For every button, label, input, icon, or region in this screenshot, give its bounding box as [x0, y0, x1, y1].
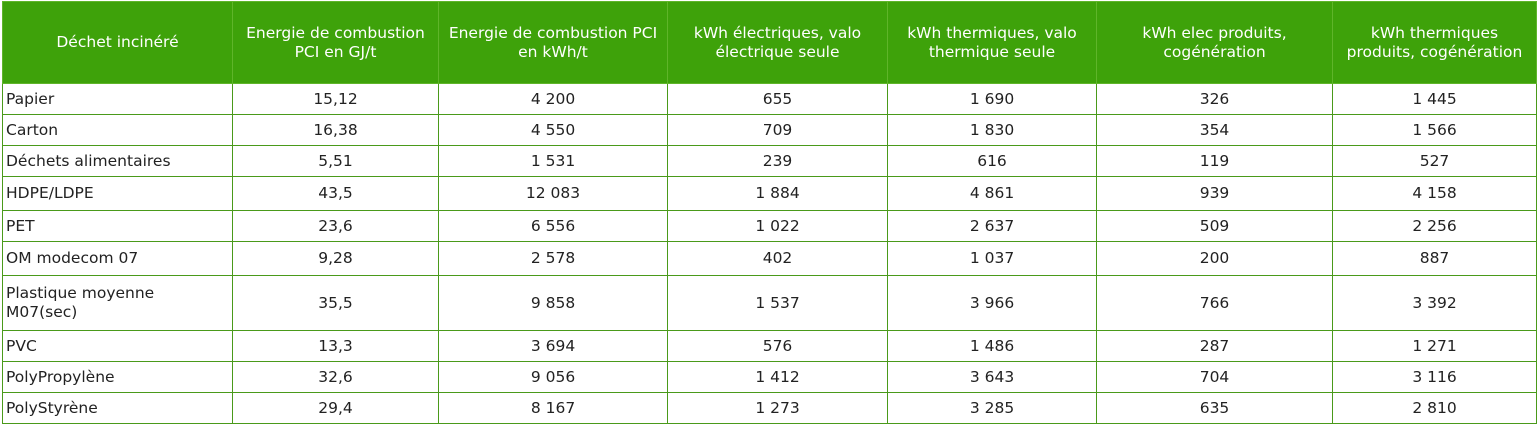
- row-label: Plastique moyenne M07(sec): [2, 275, 233, 331]
- table-cell: 6 556: [438, 210, 668, 242]
- column-header-pci-kwh: Energie de combustion PCI en kWh/t: [438, 1, 668, 84]
- incineration-energy-table: Déchet incinéré Energie de combustion PC…: [2, 1, 1537, 424]
- table-cell: 635: [1096, 392, 1333, 424]
- table-row: Carton 16,38 4 550 709 1 830 354 1 566: [2, 114, 1537, 146]
- column-header-cogen-thermal: kWh thermiques produits, cogénération: [1332, 1, 1537, 84]
- table-cell: 1 690: [887, 83, 1097, 115]
- table-cell: 3 392: [1332, 275, 1537, 331]
- table-cell: 8 167: [438, 392, 668, 424]
- table-cell: 4 550: [438, 114, 668, 146]
- table-cell: 1 273: [667, 392, 888, 424]
- row-label: Papier: [2, 83, 233, 115]
- table-cell: 12 083: [438, 176, 668, 211]
- table-row: PolyPropylène 32,6 9 056 1 412 3 643 704…: [2, 361, 1537, 393]
- table-cell: 1 537: [667, 275, 888, 331]
- table-cell: 1 037: [887, 241, 1097, 276]
- table-cell: 9 056: [438, 361, 668, 393]
- table-cell: 402: [667, 241, 888, 276]
- table-cell: 766: [1096, 275, 1333, 331]
- table-cell: 16,38: [232, 114, 439, 146]
- table-cell: 3 966: [887, 275, 1097, 331]
- table-row: Papier 15,12 4 200 655 1 690 326 1 445: [2, 83, 1537, 115]
- row-label: Déchets alimentaires: [2, 145, 233, 177]
- row-label: Carton: [2, 114, 233, 146]
- table-cell: 239: [667, 145, 888, 177]
- table-cell: 1 486: [887, 330, 1097, 362]
- table-cell: 509: [1096, 210, 1333, 242]
- table-cell: 2 256: [1332, 210, 1537, 242]
- table-cell: 9 858: [438, 275, 668, 331]
- table-cell: 200: [1096, 241, 1333, 276]
- table-cell: 1 412: [667, 361, 888, 393]
- row-label: HDPE/LDPE: [2, 176, 233, 211]
- table-cell: 5,51: [232, 145, 439, 177]
- table-cell: 709: [667, 114, 888, 146]
- table-cell: 287: [1096, 330, 1333, 362]
- column-header-thermal-only: kWh thermiques, valo thermique seule: [887, 1, 1097, 84]
- table-cell: 43,5: [232, 176, 439, 211]
- table-cell: 576: [667, 330, 888, 362]
- table-row: Déchets alimentaires 5,51 1 531 239 616 …: [2, 145, 1537, 177]
- table-cell: 616: [887, 145, 1097, 177]
- table-cell: 3 694: [438, 330, 668, 362]
- column-header-pci-gj: Energie de combustion PCI en GJ/t: [232, 1, 439, 84]
- column-header-cogen-elec: kWh elec produits, cogénération: [1096, 1, 1333, 84]
- table-cell: 939: [1096, 176, 1333, 211]
- table-cell: 2 637: [887, 210, 1097, 242]
- row-label: PolyStyrène: [2, 392, 233, 424]
- table-row: HDPE/LDPE 43,5 12 083 1 884 4 861 939 4 …: [2, 176, 1537, 211]
- table-cell: 119: [1096, 145, 1333, 177]
- row-label: PVC: [2, 330, 233, 362]
- table-row: PVC 13,3 3 694 576 1 486 287 1 271: [2, 330, 1537, 362]
- table-row: PolyStyrène 29,4 8 167 1 273 3 285 635 2…: [2, 392, 1537, 424]
- table-cell: 655: [667, 83, 888, 115]
- table-cell: 35,5: [232, 275, 439, 331]
- table-cell: 326: [1096, 83, 1333, 115]
- table-cell: 1 566: [1332, 114, 1537, 146]
- table-cell: 354: [1096, 114, 1333, 146]
- table-cell: 4 158: [1332, 176, 1537, 211]
- table-cell: 2 810: [1332, 392, 1537, 424]
- table-cell: 1 531: [438, 145, 668, 177]
- table-cell: 887: [1332, 241, 1537, 276]
- table-row: OM modecom 07 9,28 2 578 402 1 037 200 8…: [2, 241, 1537, 276]
- table-cell: 9,28: [232, 241, 439, 276]
- column-header-elec-only: kWh électriques, valo électrique seule: [667, 1, 888, 84]
- table-cell: 1 271: [1332, 330, 1537, 362]
- table-header-row: Déchet incinéré Energie de combustion PC…: [2, 1, 1537, 84]
- table-cell: 4 861: [887, 176, 1097, 211]
- column-header-waste-type: Déchet incinéré: [2, 1, 233, 84]
- table-cell: 1 445: [1332, 83, 1537, 115]
- table-cell: 3 643: [887, 361, 1097, 393]
- row-label: PolyPropylène: [2, 361, 233, 393]
- table-cell: 1 830: [887, 114, 1097, 146]
- table-cell: 15,12: [232, 83, 439, 115]
- table-cell: 4 200: [438, 83, 668, 115]
- table-cell: 13,3: [232, 330, 439, 362]
- table-cell: 527: [1332, 145, 1537, 177]
- table-cell: 3 116: [1332, 361, 1537, 393]
- row-label: OM modecom 07: [2, 241, 233, 276]
- table-cell: 1 022: [667, 210, 888, 242]
- table-cell: 1 884: [667, 176, 888, 211]
- table-row: PET 23,6 6 556 1 022 2 637 509 2 256: [2, 210, 1537, 242]
- row-label: PET: [2, 210, 233, 242]
- table-cell: 3 285: [887, 392, 1097, 424]
- table-cell: 23,6: [232, 210, 439, 242]
- table-row: Plastique moyenne M07(sec) 35,5 9 858 1 …: [2, 275, 1537, 331]
- table-cell: 704: [1096, 361, 1333, 393]
- table-cell: 2 578: [438, 241, 668, 276]
- table-cell: 32,6: [232, 361, 439, 393]
- table-cell: 29,4: [232, 392, 439, 424]
